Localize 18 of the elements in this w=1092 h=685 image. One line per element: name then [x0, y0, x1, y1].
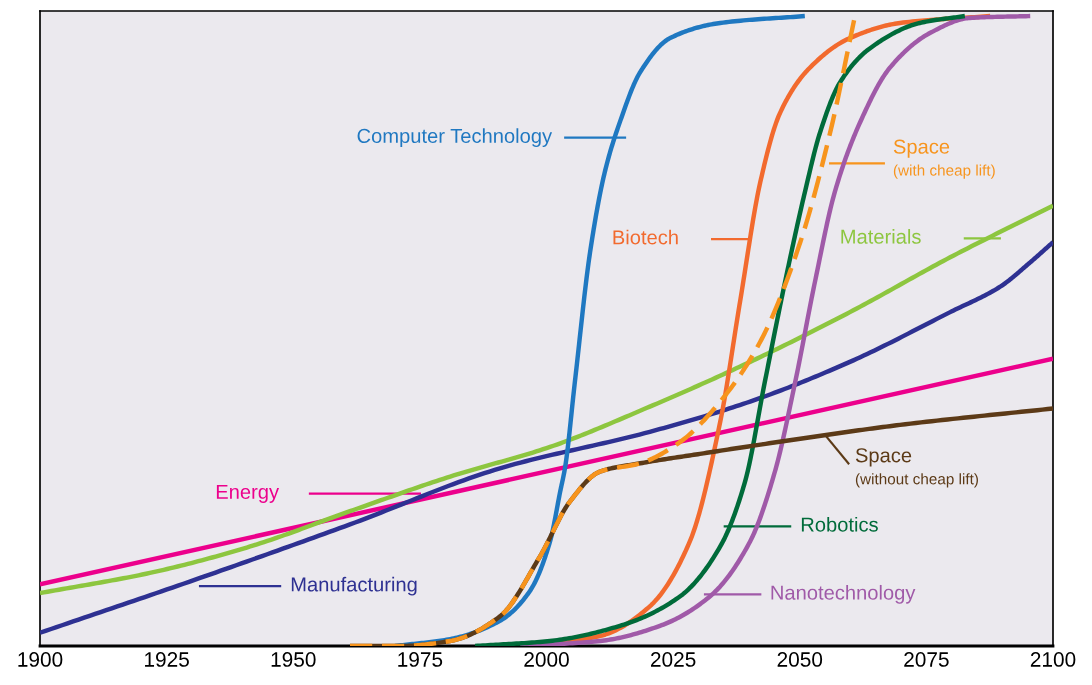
- legend-label: Nanotechnology: [771, 584, 916, 604]
- series-label: Energy: [216, 484, 280, 503]
- x-tick-label: 2100: [1030, 652, 1076, 667]
- x-tick-label: 2075: [904, 652, 949, 667]
- x-tick-label: 2000: [524, 652, 569, 667]
- x-tick-label: 1900: [18, 652, 63, 667]
- text: Biotech: [613, 229, 678, 245]
- x-tick-label: 1950: [271, 652, 316, 667]
- x-tick-label: 1975: [398, 652, 443, 667]
- x-tick-label: 2025: [651, 652, 696, 667]
- legend-label: Space (without cheap lift): [855, 448, 978, 488]
- text: Computer Technology: [357, 128, 553, 148]
- legend-label: Space (with cheap lift): [893, 139, 995, 179]
- x-tick-label: 2050: [777, 652, 823, 667]
- legend-label: Manufacturing: [291, 576, 417, 596]
- legend-label: Robotics: [801, 516, 878, 532]
- x-tick-label: 1925: [145, 652, 189, 667]
- series-label: Materials: [841, 229, 921, 244]
